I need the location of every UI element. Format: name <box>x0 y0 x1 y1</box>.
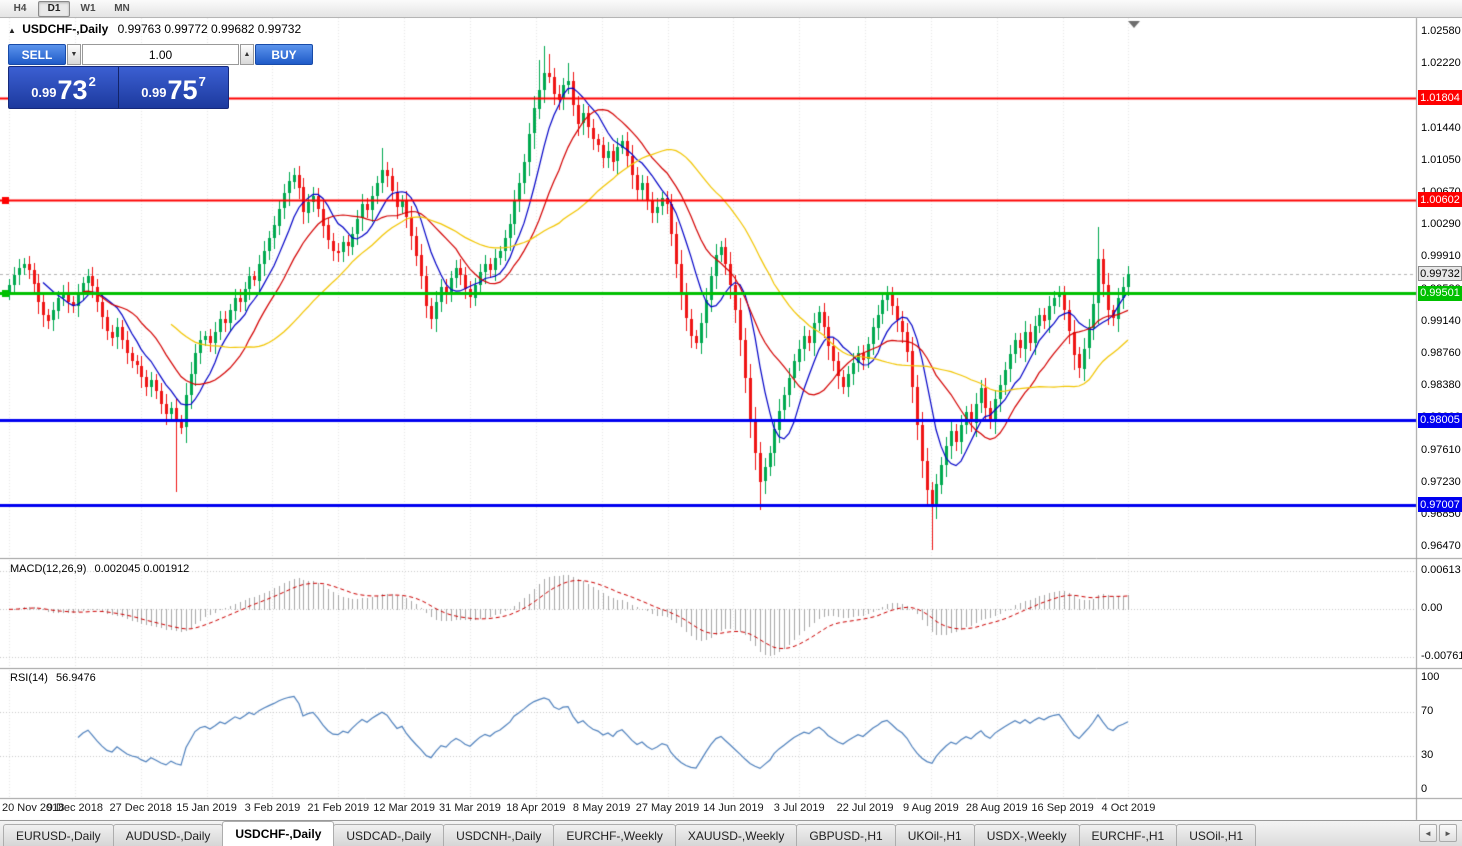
date-label: 15 Jan 2019 <box>176 802 237 814</box>
chart-tab-audusddaily[interactable]: AUDUSD-,Daily <box>112 824 224 846</box>
rsi-axis-label: 100 <box>1421 671 1440 683</box>
ask-price-small: 0.99 <box>141 85 167 100</box>
price-axis-label: 0.98760 <box>1421 347 1461 359</box>
date-label: 8 May 2019 <box>572 802 631 814</box>
date-label: 20 Nov 2018 <box>2 802 65 814</box>
price-axis-label: 1.01440 <box>1421 121 1461 134</box>
price-axis-label: 0.97230 <box>1421 475 1461 488</box>
chart-tab-usdxweekly[interactable]: USDX-,Weekly <box>973 824 1080 846</box>
date-label: 14 Jun 2019 <box>703 802 764 814</box>
date-label: 27 May 2019 <box>635 802 700 814</box>
date-label: 28 Aug 2019 <box>965 802 1028 814</box>
chart-tab-usdcaddaily[interactable]: USDCAD-,Daily <box>333 824 445 846</box>
timeframe-toolbar: H4 D1 W1 MN <box>0 0 1462 18</box>
current-price-tag: 0.99732 <box>1418 266 1462 282</box>
tab-scroll-buttons: ◄ ► <box>1419 824 1457 842</box>
tab-scroll-left-button[interactable]: ◄ <box>1419 824 1437 842</box>
macd-axis-label: 0.00613 <box>1421 564 1461 576</box>
price-axis-label: 0.97610 <box>1421 443 1461 456</box>
timeframe-button-h4[interactable]: H4 <box>13 3 27 14</box>
rsi-axis-label: 30 <box>1421 749 1434 762</box>
timeframe-button-d1[interactable]: D1 <box>38 0 70 17</box>
rsi-axis-label: 70 <box>1421 704 1434 717</box>
date-label: 9 Dec 2018 <box>46 802 103 814</box>
price-axis-label: 1.01050 <box>1421 153 1461 166</box>
macd-indicator-values: 0.002045 0.001912 <box>94 563 190 575</box>
rsi-axis-label: 0 <box>1421 783 1428 795</box>
bid-price-big: 73 <box>57 75 88 105</box>
date-label: 27 Dec 2018 <box>109 802 172 814</box>
macd-axis-label: 0.00 <box>1421 602 1443 615</box>
buy-price-display[interactable]: 0.99 75 7 <box>118 67 228 108</box>
chart-tab-bar: EURUSD-,Daily AUDUSD-,Daily USDCHF-,Daily U… <box>0 820 1462 846</box>
chevron-up-icon: ▲ <box>243 51 251 58</box>
chart-title: ▲ USDCHF-,Daily 0.99763 0.99772 0.99682 … <box>8 22 301 36</box>
timeframe-button-mn[interactable]: MN <box>114 3 130 14</box>
date-label: 21 Feb 2019 <box>307 802 370 814</box>
chart-tab-eurchfweekly[interactable]: EURCHF-,Weekly <box>553 824 676 846</box>
chart-tab-xauusdweekly[interactable]: XAUUSD-,Weekly <box>674 824 798 846</box>
price-axis-label: 1.00290 <box>1421 218 1461 231</box>
date-label: 12 Mar 2019 <box>373 802 435 814</box>
bid-price-sup: 2 <box>88 74 96 89</box>
chart-tab-usdchfdaily[interactable]: USDCHF-,Daily <box>222 821 335 846</box>
chart-tab-ukoilh1[interactable]: UKOil-,H1 <box>894 824 975 846</box>
arrow-right-icon: ► <box>1444 828 1452 838</box>
hline-price-tag: 1.01804 <box>1418 90 1462 106</box>
sell-button[interactable]: SELL <box>8 44 66 65</box>
date-label: 3 Feb 2019 <box>244 802 301 814</box>
macd-axis-label: -0.00761 <box>1421 650 1462 662</box>
chart-tab-gbpusdh1[interactable]: GBPUSD-,H1 <box>796 824 896 846</box>
rsi-indicator-label: RSI(14) <box>10 672 48 684</box>
price-axis-label: 0.96470 <box>1421 540 1461 553</box>
date-label: 3 Jul 2019 <box>773 802 825 814</box>
date-label: 22 Jul 2019 <box>836 802 894 814</box>
buy-button[interactable]: BUY <box>255 44 313 65</box>
hline-price-tag: 0.97007 <box>1418 497 1462 513</box>
price-axis-label: 0.99140 <box>1421 314 1461 327</box>
chart-symbol-label: USDCHF-,Daily <box>22 22 109 36</box>
hline-price-tag: 1.00602 <box>1418 192 1462 208</box>
macd-indicator-label: MACD(12,26,9) <box>10 563 87 575</box>
date-label: 4 Oct 2019 <box>1101 802 1156 814</box>
oneclick-collapse-icon[interactable]: ▲ <box>8 26 16 35</box>
chart-tab-eurusddaily[interactable]: EURUSD-,Daily <box>3 824 114 846</box>
chart-tab-eurchfh1[interactable]: EURCHF-,H1 <box>1078 824 1178 846</box>
rsi-indicator-value: 56.9476 <box>55 672 96 684</box>
price-axis-label: 1.02220 <box>1421 57 1461 70</box>
date-label: 9 Aug 2019 <box>903 802 959 814</box>
chevron-down-icon: ▼ <box>70 51 78 58</box>
lot-size-input[interactable] <box>82 44 239 65</box>
one-click-trading-panel: SELL ▼ ▲ BUY 0.99 73 2 0.99 75 7 <box>8 44 313 109</box>
hline-price-tag: 0.99501 <box>1418 285 1462 301</box>
ask-price-big: 75 <box>167 75 198 105</box>
date-label: 18 Apr 2019 <box>506 802 566 814</box>
ask-price-sup: 7 <box>198 74 206 89</box>
arrow-left-icon: ◄ <box>1424 828 1432 838</box>
price-axis-label: 0.99910 <box>1421 250 1461 263</box>
hline-price-tag: 0.98005 <box>1418 412 1462 428</box>
price-axis-label: 0.98380 <box>1421 379 1461 392</box>
pane-divider-rsi[interactable] <box>0 666 1462 670</box>
date-label: 31 Mar 2019 <box>439 802 501 814</box>
lot-increase-button[interactable]: ▲ <box>240 44 254 65</box>
tab-scroll-right-button[interactable]: ► <box>1439 824 1457 842</box>
chart-tab-usdcnhdaily[interactable]: USDCNH-,Daily <box>443 824 555 846</box>
timeframe-button-w1[interactable]: W1 <box>80 3 96 14</box>
date-label: 16 Sep 2019 <box>1031 802 1094 814</box>
sell-price-display[interactable]: 0.99 73 2 <box>9 67 118 108</box>
chart-ohlc-values: 0.99763 0.99772 0.99682 0.99732 <box>117 22 302 36</box>
lot-decrease-button[interactable]: ▼ <box>67 44 81 65</box>
price-axis-label: 1.02580 <box>1421 25 1461 37</box>
bid-price-small: 0.99 <box>31 85 57 100</box>
pane-divider-macd[interactable] <box>0 556 1462 560</box>
chart-tab-usoilh1[interactable]: USOil-,H1 <box>1176 824 1257 846</box>
